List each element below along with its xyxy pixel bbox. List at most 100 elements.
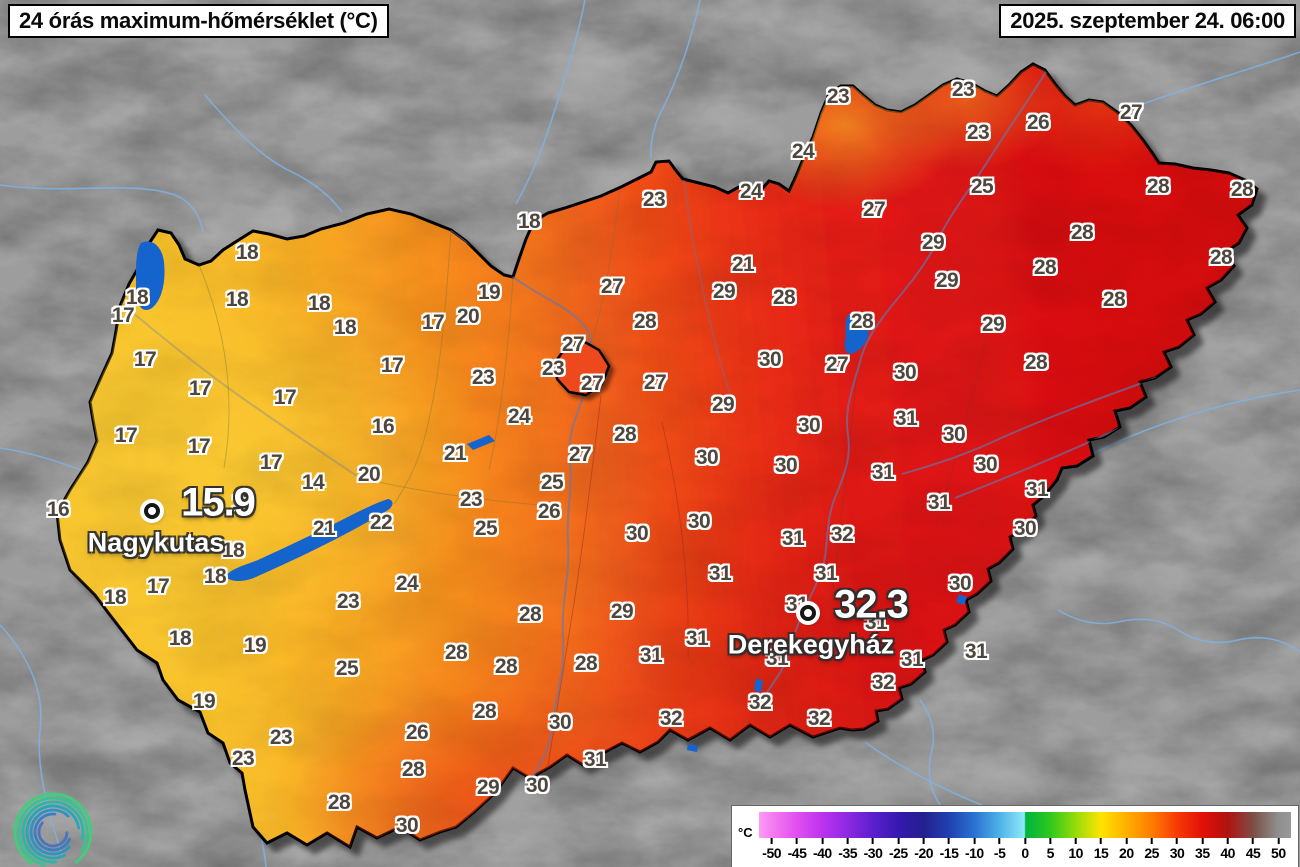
county-borders-east (547, 339, 987, 767)
legend-tick-label: 10 (1068, 845, 1083, 861)
temperature-value-label: 27 (568, 443, 592, 466)
legend-tick: 20 (1119, 838, 1134, 861)
legend-tick-mark (1226, 838, 1229, 844)
legend-tick-label: 40 (1220, 845, 1235, 861)
legend-tick: 50 (1271, 838, 1286, 861)
legend-tick-mark (897, 838, 900, 844)
legend-tick-mark (795, 838, 798, 844)
temperature-value-label: 24 (507, 405, 531, 428)
temperature-value-label: 29 (981, 313, 1005, 336)
legend-tick-mark (1074, 838, 1077, 844)
temperature-value-label: 23 (459, 488, 483, 511)
temperature-value-label: 30 (625, 522, 649, 545)
legend-tick-label: -10 (964, 845, 984, 861)
legend-tick-label: 50 (1271, 845, 1286, 861)
temperature-value-label: 23 (231, 747, 255, 770)
station-marker-icon (144, 503, 160, 519)
danube-river (450, 229, 594, 777)
temperature-value-label: 31 (708, 562, 732, 585)
temperature-value-label: 28 (1024, 351, 1048, 374)
legend-tick-label: -30 (863, 845, 883, 861)
legend-tick-label: 45 (1245, 845, 1261, 861)
temperature-value-label: 16 (46, 498, 70, 521)
lake-ferto (135, 241, 165, 310)
temperature-value-label: 24 (791, 140, 815, 163)
legend-ticks: -50 -45 -40 -35 -30 -25 -20 -15 -10 -5 0 5 10 15 20 25 3… (759, 838, 1291, 866)
temperature-value-label: 32 (871, 671, 895, 694)
temperature-value-label: 30 (774, 454, 798, 477)
temperature-value-label: 24 (395, 572, 419, 595)
legend-tick-label: 15 (1093, 845, 1109, 861)
temperature-value-label: 27 (643, 371, 667, 394)
temperature-value-label: 18 (225, 288, 249, 311)
temperature-value-label: 31 (964, 640, 988, 663)
temperature-value-label: 17 (114, 424, 138, 447)
legend-tick: 5 (1047, 838, 1054, 861)
legend-tick: 0 (1021, 838, 1029, 861)
temperature-value-label: 18 (333, 316, 357, 339)
legend-tick-label: 20 (1119, 845, 1134, 861)
temperature-value-label: 27 (561, 333, 585, 356)
temperature-value-label: 17 (146, 575, 170, 598)
temperature-value-label: 19 (192, 690, 216, 713)
legend-tick: -35 (838, 838, 858, 861)
temperature-value-label: 17 (421, 311, 445, 334)
legend-tick-label: -15 (939, 845, 959, 861)
legend-tick-mark (998, 838, 1001, 844)
temperature-value-label: 28 (613, 423, 637, 446)
map-title-box: 24 órás maximum-hőmérséklet (°C) (8, 4, 389, 38)
temperature-value-label: 28 (401, 758, 425, 781)
legend-tick: 30 (1170, 838, 1185, 861)
station-name: Nagykutas (87, 527, 225, 558)
legend-tick-mark (1251, 838, 1254, 844)
temperature-value-label: 17 (188, 377, 212, 400)
temperature-value-label: 31 (781, 527, 805, 550)
temperature-value-label: 28 (518, 603, 542, 626)
legend-tick: -15 (940, 838, 959, 861)
legend-tick-label: 25 (1144, 845, 1159, 861)
legend: °C -50 -45 -40 -35 -30 -25 -20 -15 -10 -5 0 5 10 15 20… (731, 805, 1299, 867)
temperature-value-label: 17 (187, 435, 211, 458)
temperature-value-label: 23 (269, 726, 293, 749)
temperature-value-label: 18 (517, 210, 541, 233)
temperature-value-label: 28 (772, 286, 796, 309)
legend-tick: -40 (813, 838, 832, 861)
legend-tick-label: -5 (993, 845, 1006, 861)
temperature-value-label: 27 (580, 372, 604, 395)
temperature-value-label: 27 (862, 198, 886, 221)
temperature-value-label: 29 (712, 280, 736, 303)
temperature-value-label: 23 (471, 366, 495, 389)
temperature-value-label: 26 (537, 500, 561, 523)
legend-tick: -5 (993, 838, 1006, 861)
legend-tick-label: 35 (1195, 845, 1210, 861)
temperature-value-label: 31 (927, 491, 951, 514)
temperature-value-label: 21 (443, 442, 467, 465)
temperature-value-label: 17 (259, 451, 283, 474)
temperature-value-label: 14 (301, 471, 325, 494)
temperature-value-label: 23 (951, 78, 975, 101)
temperature-value-label: 16 (371, 415, 395, 438)
temperature-value-label: 18 (125, 286, 149, 309)
legend-tick: -45 (788, 838, 807, 861)
temperature-value-label: 29 (610, 600, 634, 623)
legend-tick: 45 (1246, 838, 1261, 861)
legend-tick-mark (1201, 838, 1204, 844)
legend-tick: 35 (1195, 838, 1210, 861)
legend-tick-mark (1150, 838, 1153, 844)
map-datetime: 2025. szeptember 24. 06:00 (1010, 8, 1285, 33)
budapest-enclave (554, 339, 611, 397)
lake-tisza (844, 312, 870, 354)
temperature-value-label: 27 (825, 353, 849, 376)
legend-tick-label: -50 (762, 845, 782, 861)
temperature-value-label: 18 (221, 539, 245, 562)
legend-tick-mark (1125, 838, 1128, 844)
legend-tick-label: -35 (838, 845, 858, 861)
temperature-value-label: 28 (473, 700, 497, 723)
temperature-value-label: 20 (357, 463, 381, 486)
temperature-value-label: 31 (639, 644, 663, 667)
temperature-value-label: 31 (1025, 478, 1049, 501)
temperature-value-label: 17 (111, 304, 135, 327)
temperature-value-label: 30 (395, 814, 419, 837)
